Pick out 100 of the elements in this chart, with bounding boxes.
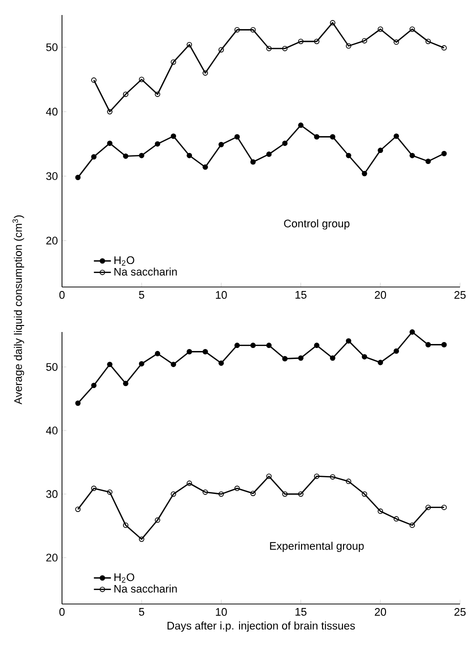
point <box>75 174 81 180</box>
legend-label: H$_{2}$O <box>114 573 134 583</box>
point <box>266 152 272 157</box>
point <box>394 516 400 522</box>
point <box>442 342 447 348</box>
point <box>91 486 97 492</box>
point <box>410 522 416 528</box>
point <box>123 380 128 386</box>
x-tick-label: 25 <box>454 608 466 616</box>
y-tick-label: 50 <box>46 363 58 371</box>
point <box>394 39 400 45</box>
x-tick-label: 15 <box>296 608 307 616</box>
point <box>314 38 320 44</box>
point <box>202 70 208 76</box>
x-tick-label: 25 <box>454 291 466 299</box>
point <box>250 342 256 348</box>
point <box>186 480 192 486</box>
point <box>314 474 320 479</box>
point <box>186 152 192 158</box>
point <box>218 491 224 497</box>
point <box>330 20 336 26</box>
point <box>346 338 352 344</box>
point <box>154 517 160 523</box>
point <box>91 382 97 388</box>
point <box>298 491 304 497</box>
annotation: Control group <box>284 219 350 230</box>
point <box>75 400 81 406</box>
point <box>139 536 144 542</box>
point <box>202 349 208 354</box>
point <box>154 141 160 147</box>
point <box>170 59 176 65</box>
x-tick-label: 20 <box>374 608 386 616</box>
point <box>170 362 176 368</box>
point <box>107 108 113 114</box>
point <box>426 342 431 348</box>
x-tick-label: 5 <box>139 291 144 299</box>
annotation: Experimental group <box>270 542 364 552</box>
point <box>107 489 113 495</box>
point <box>282 356 288 362</box>
point <box>250 27 256 33</box>
point <box>378 360 384 366</box>
point <box>346 43 352 49</box>
y-tick-label: 50 <box>46 43 58 52</box>
point <box>139 152 144 158</box>
point <box>426 504 431 510</box>
point <box>266 474 272 479</box>
point <box>234 134 240 140</box>
point <box>170 133 176 139</box>
point <box>362 354 368 360</box>
x-tick-label: 15 <box>296 291 307 299</box>
point <box>378 148 384 154</box>
x-tick-label: 0 <box>60 291 65 299</box>
point <box>282 46 288 52</box>
point <box>362 491 368 497</box>
point <box>154 350 160 356</box>
y-tick-label: 30 <box>46 490 58 498</box>
point <box>378 508 384 514</box>
point <box>123 153 128 159</box>
point <box>107 362 113 368</box>
point <box>298 38 304 44</box>
x-tick-label: 5 <box>139 608 144 616</box>
y-tick-label: 30 <box>46 172 58 180</box>
point <box>202 164 208 170</box>
point <box>378 26 384 32</box>
legend-label: H$_{2}$O <box>114 256 134 266</box>
point <box>234 342 240 348</box>
point <box>154 92 160 97</box>
y-tick-label: 20 <box>46 554 58 562</box>
point <box>202 489 208 495</box>
point <box>426 158 431 164</box>
x-tick-label: 10 <box>216 291 227 299</box>
point <box>266 46 272 52</box>
point <box>139 76 144 82</box>
point <box>410 329 416 335</box>
point <box>139 361 144 366</box>
point <box>123 522 128 528</box>
point <box>186 42 192 48</box>
point <box>91 154 97 160</box>
point <box>314 134 320 140</box>
point <box>314 342 320 348</box>
point <box>298 355 304 361</box>
point <box>218 142 224 148</box>
point <box>123 92 128 97</box>
y-tick-label: 20 <box>46 236 58 244</box>
point <box>282 140 288 146</box>
point <box>330 355 336 361</box>
point <box>442 150 447 156</box>
point <box>266 342 272 348</box>
x-tick-label: 0 <box>60 608 65 616</box>
point <box>410 26 416 32</box>
point <box>234 486 240 492</box>
y-axis-title: Average daily liquid consumption (cm$^{3}$) <box>12 215 24 404</box>
point <box>330 474 336 480</box>
legend-label: Na saccharin <box>114 268 177 276</box>
point <box>394 348 400 354</box>
point <box>186 349 192 354</box>
point <box>250 490 256 496</box>
y-tick-label: 40 <box>46 426 58 434</box>
point <box>346 152 352 158</box>
x-axis-title: Days after i.p. injection of brain tissues <box>168 622 356 632</box>
